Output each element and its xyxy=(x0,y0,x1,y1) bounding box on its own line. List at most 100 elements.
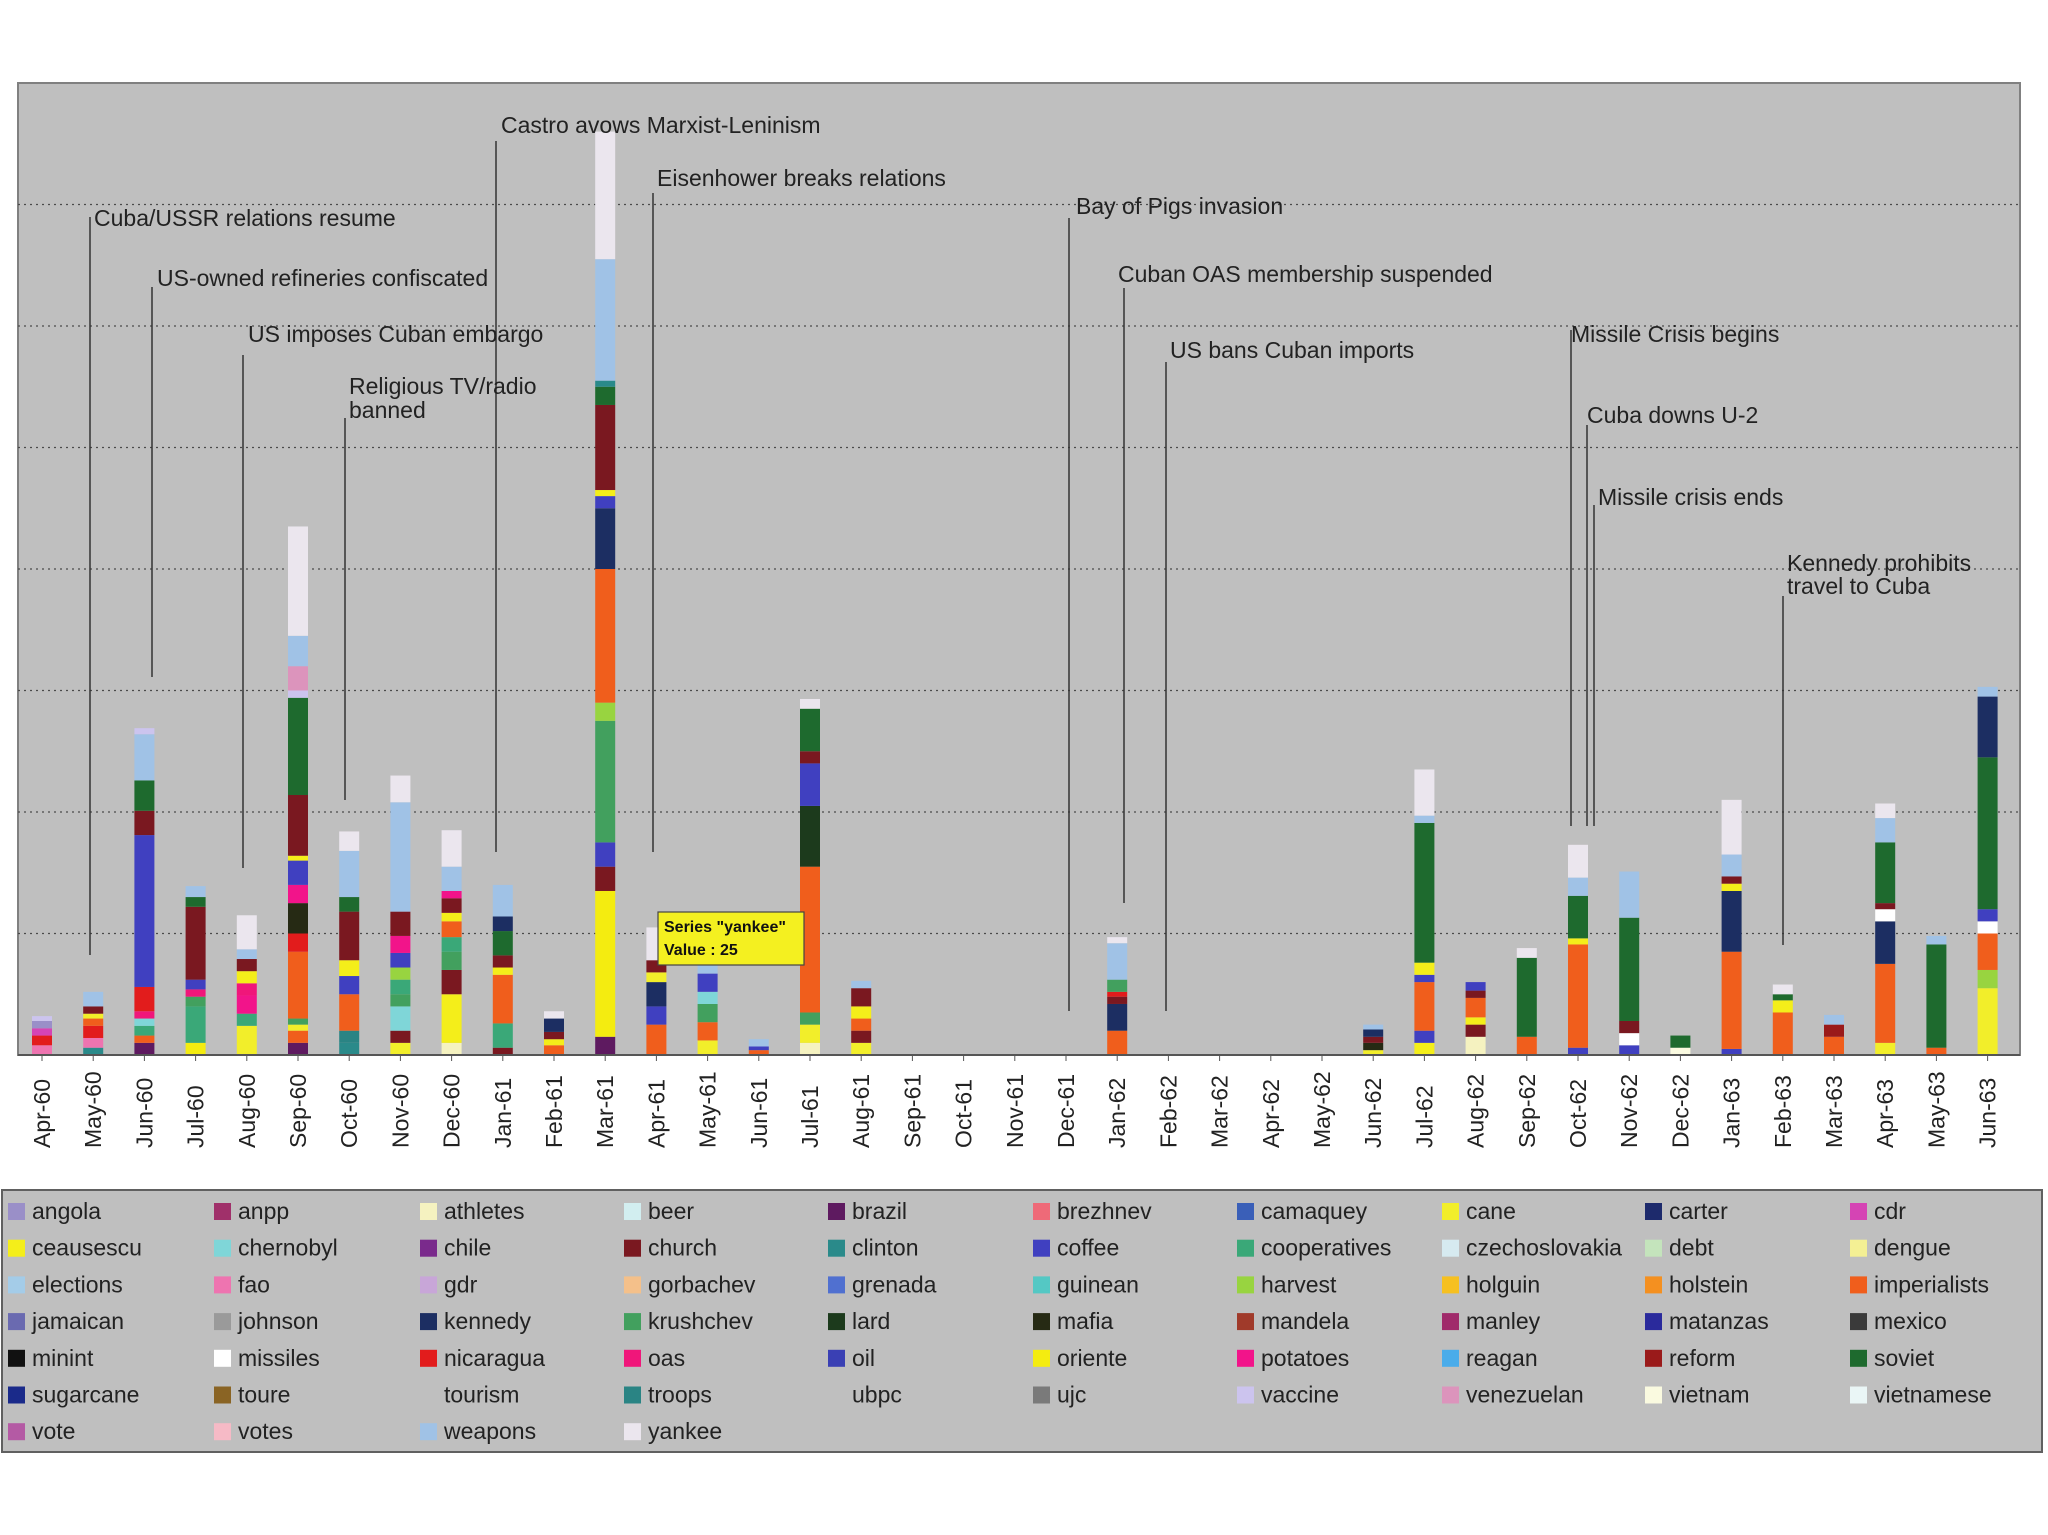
legend-swatch xyxy=(214,1276,231,1294)
legend-item: toure xyxy=(214,1382,290,1408)
bar-segment-vaccine xyxy=(134,728,155,735)
bar-segment-yankee xyxy=(1516,948,1537,958)
bar-segment-weapons xyxy=(492,884,513,917)
bar-segment-imperialists xyxy=(1824,1036,1844,1055)
bar-segment-cane xyxy=(800,1024,820,1043)
legend-swatch xyxy=(1850,1386,1867,1404)
bar-segment-ceausescu xyxy=(1721,883,1742,891)
bar-segment-soviet xyxy=(595,386,616,405)
x-tick-label: Aug-61 xyxy=(848,1074,874,1148)
legend-item: debt xyxy=(1645,1235,1714,1261)
bar-stack xyxy=(339,831,360,1055)
legend-swatch xyxy=(1237,1276,1254,1294)
legend-label: vote xyxy=(32,1418,75,1444)
bar-segment-potatoes xyxy=(441,890,462,899)
annotation-label: Cuba/USSR relations resume xyxy=(94,205,396,231)
bar-segment-krushchev xyxy=(697,1003,718,1023)
bar-segment-soviet xyxy=(1670,1035,1691,1048)
bar-segment-church xyxy=(134,810,155,836)
legend-label: brezhnev xyxy=(1057,1198,1152,1224)
legend-label: anpp xyxy=(238,1198,289,1224)
bar-segment-clinton xyxy=(339,1042,360,1055)
bar-segment-ceausescu xyxy=(492,967,513,975)
bar-segment-imperialists xyxy=(1107,1030,1128,1055)
legend-swatch xyxy=(1850,1313,1867,1331)
legend-swatch xyxy=(8,1276,25,1294)
legend-swatch xyxy=(1442,1313,1459,1331)
x-tick-label: Apr-63 xyxy=(1872,1079,1898,1148)
legend-swatch xyxy=(1033,1276,1050,1294)
legend-item: mafia xyxy=(1033,1308,1113,1334)
legend-label: ujc xyxy=(1057,1382,1086,1408)
bar-stack xyxy=(1977,686,1998,1055)
bar-segment-imperialists xyxy=(134,1035,155,1043)
legend-label: gdr xyxy=(444,1271,478,1297)
bar-segment-church xyxy=(544,1031,564,1040)
legend-label: mexico xyxy=(1874,1308,1947,1334)
legend-item: czechoslovakia xyxy=(1442,1235,1622,1261)
bar-segment-soviet xyxy=(1619,917,1640,1021)
bar-segment-weapons xyxy=(748,1039,769,1047)
legend-item: potatoes xyxy=(1237,1345,1349,1371)
bar-stack xyxy=(1926,935,1947,1055)
legend-label: tourism xyxy=(444,1382,519,1408)
annotation-label: Cuban OAS membership suspended xyxy=(1118,261,1493,287)
bar-segment-church xyxy=(1875,903,1896,910)
legend-label: dengue xyxy=(1874,1235,1951,1261)
x-tick-label: Feb-61 xyxy=(541,1075,567,1148)
bar-segment-krushchev xyxy=(441,951,462,970)
bar-segment-church xyxy=(800,751,820,764)
legend-swatch xyxy=(214,1203,231,1220)
bar-stack xyxy=(595,131,616,1055)
bar-stack xyxy=(288,526,308,1055)
legend-swatch xyxy=(1442,1276,1459,1294)
x-tick-label: May-63 xyxy=(1923,1071,1949,1148)
legend-item: ceausescu xyxy=(8,1235,142,1261)
bar-segment-brazil xyxy=(134,1042,155,1055)
bar-segment-missiles xyxy=(1619,1033,1640,1046)
legend-item: beer xyxy=(624,1198,694,1224)
bar-segment-imperialists xyxy=(1721,951,1742,1049)
bar-segment-cooperatives xyxy=(185,1006,206,1043)
x-tick-label: Apr-62 xyxy=(1258,1079,1284,1148)
bar-stack xyxy=(1875,803,1896,1055)
bar-segment-church xyxy=(1465,990,1486,998)
bar-segment-oriente xyxy=(595,890,616,1037)
legend-swatch xyxy=(828,1203,845,1220)
legend-swatch xyxy=(1033,1349,1050,1367)
legend-label: clinton xyxy=(852,1235,918,1261)
legend-item: brazil xyxy=(828,1198,907,1224)
bar-segment-church xyxy=(595,866,616,891)
x-axis: Apr-60 May-60 Jun-60 Jul-60 Aug-60 Sep-60 Oct-… xyxy=(18,1054,2020,1148)
bar-segment-weapons xyxy=(134,734,155,781)
legend-item: oil xyxy=(828,1345,875,1371)
legend-swatch xyxy=(420,1276,437,1294)
legend-label: toure xyxy=(238,1382,290,1408)
x-tick-label: Aug-60 xyxy=(234,1074,260,1148)
bar-segment-reform xyxy=(1824,1024,1844,1037)
legend-label: imperialists xyxy=(1874,1271,1989,1297)
bar-segment-ceausescu xyxy=(851,1006,872,1019)
legend-item: angola xyxy=(8,1198,101,1224)
legend-label: troops xyxy=(648,1382,712,1408)
bar-segment-weapons xyxy=(1926,935,1947,945)
legend-label: czechoslovakia xyxy=(1466,1235,1622,1261)
bar-segment-krushchev xyxy=(800,1012,820,1025)
legend-label: reagan xyxy=(1466,1345,1538,1371)
bar-segment-yankee xyxy=(544,1011,564,1019)
bar-segment-harvest xyxy=(1977,969,1998,989)
x-tick-label: May-61 xyxy=(695,1071,721,1148)
x-tick-label: Aug-62 xyxy=(1463,1074,1489,1148)
bar-segment-soviet xyxy=(492,931,513,956)
legend-swatch xyxy=(1033,1313,1050,1331)
bar-segment-kennedy xyxy=(646,982,667,1007)
legend-label: chile xyxy=(444,1235,491,1261)
bar-stack xyxy=(1107,937,1128,1055)
legend-swatch xyxy=(8,1423,25,1441)
legend-swatch xyxy=(1850,1349,1867,1367)
legend-item: lard xyxy=(828,1308,890,1334)
bar-segment-chernobyl xyxy=(697,991,718,1004)
legend-item: chile xyxy=(420,1235,491,1261)
legend-swatch xyxy=(828,1239,845,1257)
legend-label: krushchev xyxy=(648,1308,753,1334)
